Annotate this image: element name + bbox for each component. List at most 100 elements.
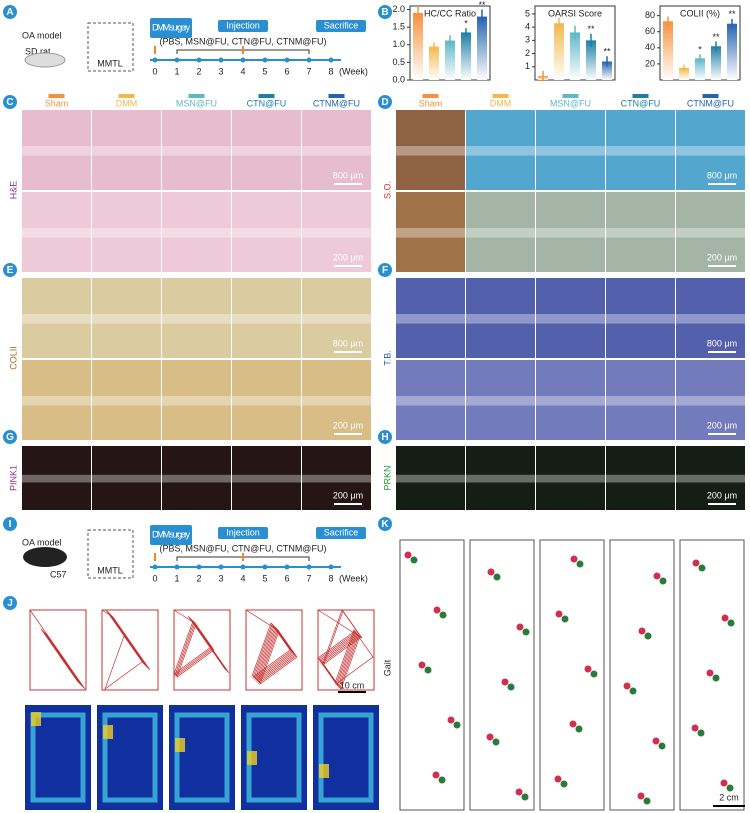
paw-red [637,792,645,800]
panel-badge [378,263,392,277]
micrograph [676,110,745,190]
micrograph-sheen [606,146,675,156]
group-swatch [328,94,345,98]
micrograph [466,110,535,190]
week-dot [306,57,312,63]
field-scale: 10 cm [340,680,365,690]
scale-label: 800 μm [707,338,737,348]
group-swatch [632,94,649,98]
micrograph [676,278,745,358]
micrograph [22,278,91,358]
scale-label: 200 μm [707,252,737,262]
scale-label: 800 μm [707,170,737,180]
bar [429,46,439,80]
week-label: 4 [240,573,245,583]
micrograph-sheen [302,474,371,483]
paw-red [638,627,646,635]
micrograph [22,446,91,510]
micrograph-sheen [232,474,301,483]
week-label: 8 [328,573,333,583]
paw-red [706,669,714,677]
y-tick-label: 4 [525,22,530,32]
trace [101,609,151,690]
paw-red [501,678,509,686]
paw-green [643,797,651,805]
micrograph-sheen [396,396,465,406]
micrograph [232,360,301,440]
group-label: CTNM@FU [687,98,734,108]
chart-title: COLII (%) [680,8,720,18]
bar [602,61,612,80]
panel-badge [3,5,17,19]
paw-red [720,779,728,787]
week-dot [152,57,158,63]
micrograph-sheen [536,396,605,406]
scale-label: 200 μm [333,252,363,262]
micrograph-sheen [466,146,535,156]
micrograph [92,192,161,272]
paw-red [447,716,455,724]
week-dot [196,57,202,63]
group-swatch [258,94,275,98]
heatmap-track [318,712,374,803]
panel-letter: C [6,97,13,108]
sacrifice-label: Sacrifice [324,527,359,537]
paw-green [493,573,501,581]
panel-letter: A [6,7,13,18]
panel-letter: D [381,97,388,108]
micrograph-sheen [396,146,465,156]
heatmap [313,705,379,810]
panel-badge [3,430,17,444]
panel-badge [378,430,392,444]
arrow [154,46,244,54]
injection-box [218,527,268,539]
paw-green [629,687,637,695]
micrograph [162,360,231,440]
group-label: MSN@FU [550,98,591,108]
group-swatch [422,94,439,98]
week-label: 1 [174,66,179,76]
micrograph-sheen [302,228,371,238]
micrograph-sheen [466,314,535,324]
paw-green [438,776,446,784]
paw-green [492,738,500,746]
scale-label: 800 μm [333,170,363,180]
group-label: DMM [490,98,512,108]
micrograph-sheen [22,314,91,324]
micrograph-sheen [232,146,301,156]
micrograph [536,446,605,510]
micrograph-sheen [162,396,231,406]
group-swatch [492,94,509,98]
model-label: OA model [22,537,62,547]
micrograph [22,110,91,190]
trace-frame [173,609,231,691]
micrograph-sheen [22,146,91,156]
significance: ** [603,47,611,57]
paw-green [439,611,447,619]
paw-green [521,793,529,801]
y-tick-label: 5 [525,8,530,18]
micrograph-sheen [606,474,675,483]
week-dot [284,564,290,570]
group-swatch [702,94,719,98]
week-dot [218,564,224,570]
sacrifice-box [316,20,366,32]
heatmap-hot [31,712,41,726]
week-dot [174,57,180,63]
micrograph-sheen [536,474,605,483]
micrograph [606,278,675,358]
significance: * [464,19,468,29]
micrograph-sheen [676,146,745,156]
trace-frame [29,609,87,691]
bar [554,23,564,80]
heatmap-track [102,712,158,803]
group-label: CTN@FU [621,98,661,108]
paw-red [691,724,699,732]
gait-frame [469,539,535,811]
micrograph [92,110,161,190]
paw-green [575,725,583,733]
y-tick-label: 20 [645,58,655,68]
week-label: 0 [152,573,157,583]
micrograph [22,192,91,272]
